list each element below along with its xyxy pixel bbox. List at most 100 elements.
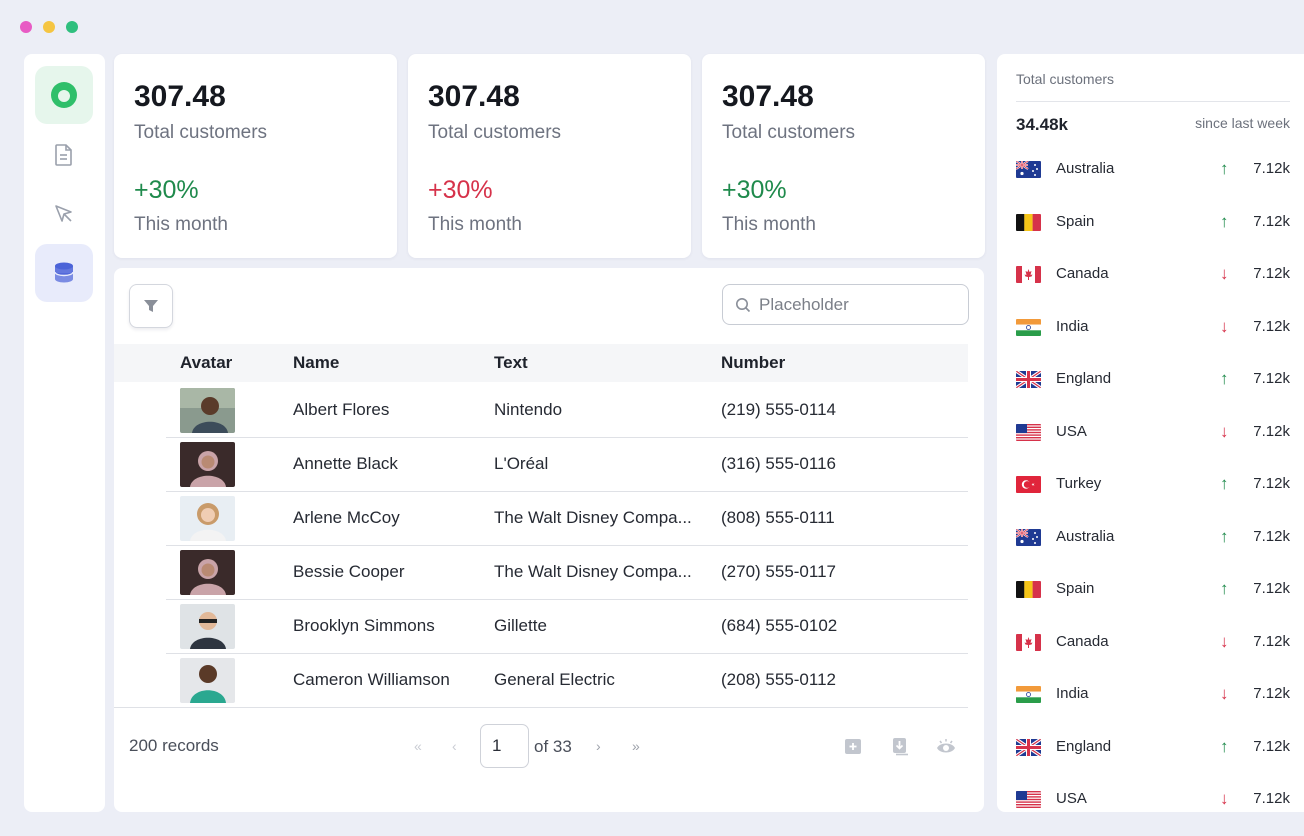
country-value: 7.12k xyxy=(1253,790,1290,807)
cell-text: Gillette xyxy=(494,616,547,635)
next-page-button[interactable]: › xyxy=(596,738,601,754)
minimize-window-dot[interactable] xyxy=(43,21,55,33)
country-row[interactable]: Turkey ↑ 7.12k xyxy=(997,465,1304,505)
table-row[interactable]: Bessie Cooper The Walt Disney Compa... (… xyxy=(114,546,968,600)
customers-total: 34.48k xyxy=(1016,115,1068,134)
country-name: England xyxy=(1056,370,1112,387)
divider xyxy=(1016,101,1290,102)
turkey-flag-icon xyxy=(1016,476,1041,493)
cell-text: General Electric xyxy=(494,670,615,689)
table-row[interactable]: Cameron Williamson General Electric (208… xyxy=(114,654,968,708)
stat-period: This month xyxy=(722,214,816,235)
table-row[interactable]: Brooklyn Simmons Gillette (684) 555-0102 xyxy=(114,600,968,654)
country-row[interactable]: India ↓ 7.12k xyxy=(997,675,1304,715)
arrow-up-icon: ↑ xyxy=(1220,526,1229,546)
arrow-up-icon: ↑ xyxy=(1220,736,1229,756)
country-row[interactable]: Australia ↑ 7.12k xyxy=(997,150,1304,190)
cursor-icon xyxy=(55,205,72,222)
country-name: Australia xyxy=(1056,160,1115,177)
stat-label: Total customers xyxy=(428,122,562,143)
column-header-avatar[interactable]: Avatar xyxy=(180,353,233,372)
australia-flag-icon xyxy=(1016,161,1041,178)
table-row[interactable]: Arlene McCoy The Walt Disney Compa... (8… xyxy=(114,492,968,546)
avatar xyxy=(180,388,235,433)
filter-button[interactable] xyxy=(129,284,173,328)
india-flag-icon xyxy=(1016,318,1041,336)
usa-flag-icon xyxy=(1016,791,1041,808)
sidebar-item-select[interactable] xyxy=(35,185,93,243)
column-header-text[interactable]: Text xyxy=(494,353,528,372)
column-header-name[interactable]: Name xyxy=(293,353,340,372)
export-icon[interactable] xyxy=(890,736,910,756)
document-icon xyxy=(55,144,72,166)
column-header-number[interactable]: Number xyxy=(721,353,786,372)
first-page-button[interactable]: « xyxy=(414,738,422,754)
sidebar-item-documents[interactable] xyxy=(35,126,93,184)
country-row[interactable]: USA ↓ 7.12k xyxy=(997,780,1304,820)
arrow-down-icon: ↓ xyxy=(1220,316,1229,336)
arrow-down-icon: ↓ xyxy=(1220,789,1229,808)
country-value: 7.12k xyxy=(1253,265,1290,282)
row-divider xyxy=(166,545,968,546)
row-divider xyxy=(114,707,968,708)
filter-icon xyxy=(144,300,158,312)
country-name: Spain xyxy=(1056,212,1095,230)
country-value: 7.12k xyxy=(1253,737,1290,755)
country-row[interactable]: India ↓ 7.12k xyxy=(997,308,1304,348)
page-number-input[interactable]: 1 xyxy=(480,724,529,768)
cell-text: The Walt Disney Compa... xyxy=(494,562,692,581)
stat-value: 307.48 xyxy=(428,80,520,113)
add-row-icon[interactable] xyxy=(843,736,863,756)
row-divider xyxy=(166,653,968,654)
close-window-dot[interactable] xyxy=(20,21,32,33)
table-row[interactable]: Albert Flores Nintendo (219) 555-0114 xyxy=(114,384,968,438)
cell-name: Bessie Cooper xyxy=(293,562,405,581)
sidebar xyxy=(24,54,105,812)
sidebar-item-database[interactable] xyxy=(35,244,93,302)
cell-text: The Walt Disney Compa... xyxy=(494,508,692,527)
maximize-window-dot[interactable] xyxy=(66,21,78,33)
customers-panel-title: Total customers xyxy=(1016,71,1115,87)
arrow-up-icon: ↑ xyxy=(1220,159,1229,178)
search-box[interactable] xyxy=(722,284,969,325)
country-row[interactable]: Spain ↑ 7.12k xyxy=(997,570,1304,610)
country-name: England xyxy=(1056,737,1112,755)
country-row[interactable]: Canada ↓ 7.12k xyxy=(997,255,1304,295)
sidebar-item-home[interactable] xyxy=(35,66,93,124)
country-value: 7.12k xyxy=(1253,632,1290,650)
cell-number: (270) 555-0117 xyxy=(721,562,836,581)
country-row[interactable]: England ↑ 7.12k xyxy=(997,360,1304,400)
cell-number: (219) 555-0114 xyxy=(721,400,836,419)
table-panel: Avatar Name Text Number Albert Flores Ni… xyxy=(114,268,984,812)
arrow-up-icon: ↑ xyxy=(1220,474,1229,493)
total-pages-label: of 33 xyxy=(534,737,572,756)
cell-name: Brooklyn Simmons xyxy=(293,616,435,635)
arrow-up-icon: ↑ xyxy=(1220,211,1229,231)
country-row[interactable]: Australia ↑ 7.12k xyxy=(997,518,1304,558)
country-row[interactable]: USA ↓ 7.12k xyxy=(997,413,1304,453)
country-name: Turkey xyxy=(1056,475,1102,492)
arrow-down-icon: ↓ xyxy=(1220,264,1229,283)
cell-text: Nintendo xyxy=(494,400,563,419)
arrow-down-icon: ↓ xyxy=(1220,421,1229,441)
country-name: India xyxy=(1056,685,1089,702)
stat-change: +30% xyxy=(428,176,493,204)
country-name: USA xyxy=(1056,790,1087,807)
country-value: 7.12k xyxy=(1253,317,1290,335)
view-icon[interactable] xyxy=(936,736,956,756)
prev-page-button[interactable]: ‹ xyxy=(452,738,457,754)
last-page-button[interactable]: » xyxy=(632,738,640,754)
country-row[interactable]: England ↑ 7.12k xyxy=(997,728,1304,768)
country-value: 7.12k xyxy=(1253,160,1290,177)
search-input[interactable] xyxy=(759,294,959,315)
avatar xyxy=(180,658,235,703)
country-row[interactable]: Spain ↑ 7.12k xyxy=(997,203,1304,243)
row-divider xyxy=(166,599,968,600)
uk-flag-icon xyxy=(1016,738,1041,756)
table-row[interactable]: Annette Black L'Oréal (316) 555-0116 xyxy=(114,438,968,492)
country-value: 7.12k xyxy=(1253,212,1290,230)
country-value: 7.12k xyxy=(1253,685,1290,702)
arrow-up-icon: ↑ xyxy=(1220,579,1229,598)
country-row[interactable]: Canada ↓ 7.12k xyxy=(997,623,1304,663)
